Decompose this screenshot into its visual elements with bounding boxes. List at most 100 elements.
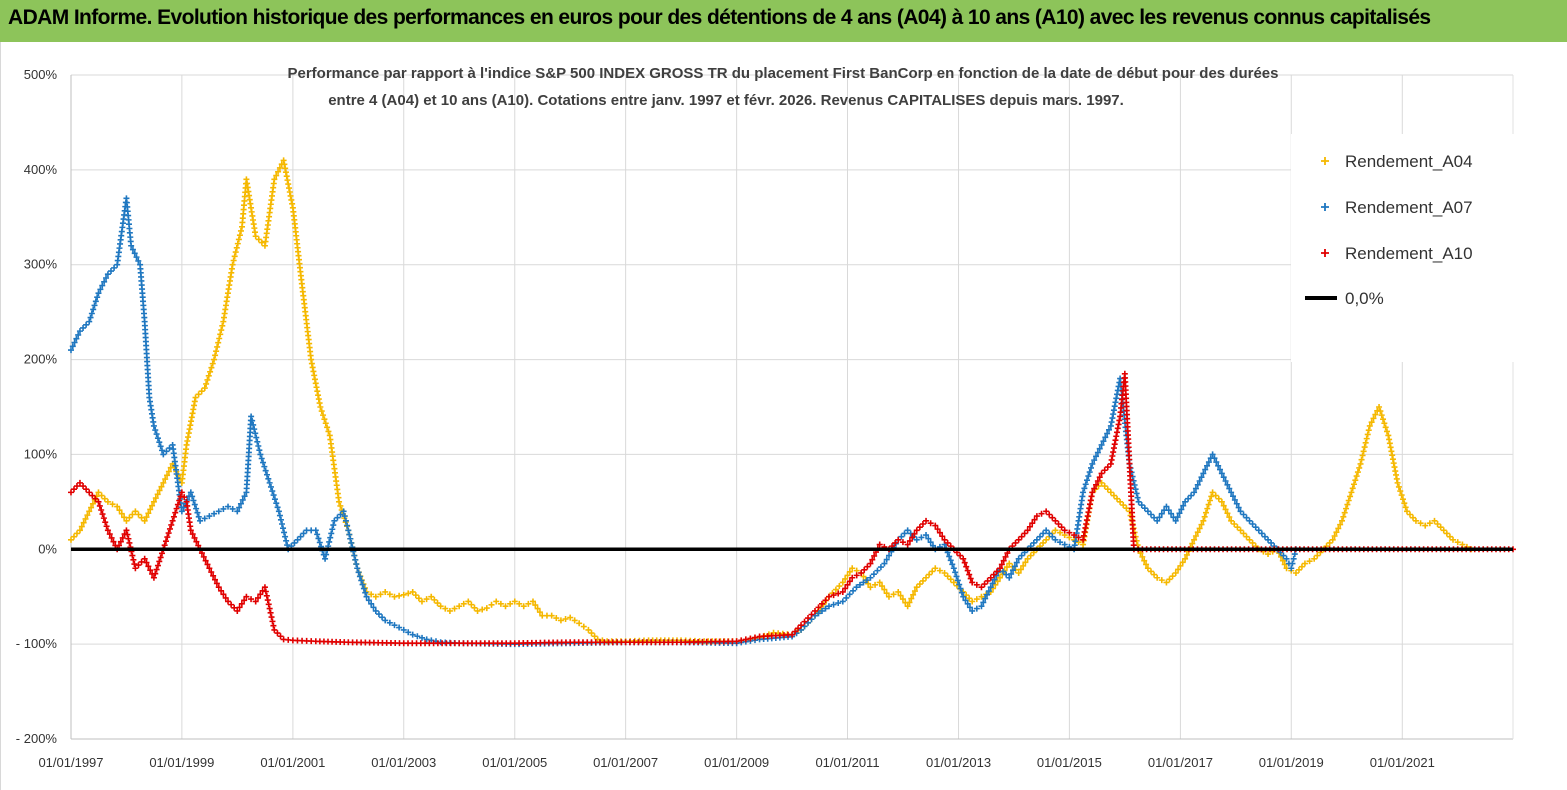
- rendement-a04-point: [969, 598, 976, 605]
- rendement-a10-point: [858, 570, 865, 576]
- rendement-a10-marker: [165, 530, 172, 537]
- rendement-a10-point: [1043, 508, 1050, 515]
- rendement-a07-marker: [1224, 481, 1231, 488]
- rendement-a07-marker: [254, 438, 261, 445]
- rendement-a07-marker: [958, 589, 965, 596]
- rendement-a10-marker: [73, 483, 80, 490]
- rendement-a07-marker: [386, 619, 393, 626]
- y-tick-label: 500%: [24, 67, 58, 82]
- rendement-a04-marker: [232, 249, 239, 256]
- rendement-a07-marker: [964, 600, 971, 607]
- rendement-a10-marker: [830, 592, 837, 599]
- rendement-a07-point: [1288, 565, 1295, 572]
- rendement-a04-series: [68, 157, 1475, 645]
- rendement-a10-marker: [795, 625, 802, 632]
- rendement-a04-marker: [1141, 557, 1148, 564]
- x-tick-label: 01/01/2007: [593, 755, 658, 770]
- rendement-a07-marker: [190, 497, 197, 504]
- rendement-a04-point: [372, 593, 379, 600]
- rendement-a07-point: [1228, 489, 1235, 496]
- rendement-a07-marker: [1220, 474, 1227, 481]
- rendement-a04-marker: [89, 500, 96, 507]
- rendement-a10-point: [969, 579, 976, 586]
- rendement-a04-marker: [1215, 495, 1222, 502]
- rendement-a07-marker: [1134, 494, 1141, 501]
- rendement-a10-marker: [131, 561, 138, 568]
- rendement-a04-point: [382, 588, 389, 595]
- rendement-a04-point: [68, 536, 74, 543]
- rendement-a04-point: [849, 565, 856, 572]
- rendement-a04-marker: [534, 605, 541, 612]
- rendement-a04-marker: [204, 376, 211, 383]
- rendement-a07-marker: [856, 581, 863, 588]
- rendement-a10-marker: [181, 494, 188, 501]
- rendement-a04-marker: [591, 633, 598, 640]
- rendement-a04-point: [123, 517, 130, 524]
- rendement-a04-marker: [149, 502, 156, 509]
- rendement-a07-marker: [1180, 502, 1187, 509]
- rendement-a07-point: [76, 328, 83, 335]
- rendement-a04-marker: [88, 504, 95, 511]
- rendement-a07-point: [128, 242, 135, 249]
- rendement-a10-point: [923, 517, 930, 524]
- rendement-a10-point: [86, 489, 93, 496]
- rendement-a07-marker: [1132, 486, 1139, 493]
- rendement-a04-marker: [897, 592, 904, 599]
- rendement-a07-marker: [80, 324, 87, 331]
- rendement-a04-point: [1117, 498, 1124, 505]
- rendement-a07-point: [1052, 536, 1059, 543]
- rendement-a07-marker: [1088, 464, 1094, 471]
- rendement-a10-marker: [130, 556, 137, 563]
- rendement-a04-marker: [1166, 576, 1173, 583]
- rendement-a04-marker: [910, 591, 917, 598]
- rendement-a07-marker: [989, 580, 996, 587]
- rendement-a04-point: [895, 588, 902, 595]
- rendement-a04-marker: [1123, 505, 1130, 512]
- rendement-a10-marker: [157, 554, 164, 561]
- rendement-a10-point: [798, 622, 805, 629]
- rendement-a10-marker: [164, 534, 171, 541]
- rendement-a04-marker: [1381, 420, 1388, 427]
- legend-marker-rendement-a07: [1321, 203, 1329, 211]
- rendement-a07-point: [839, 598, 846, 605]
- rendement-a07-marker: [278, 520, 285, 527]
- rendement-a04-marker: [580, 623, 587, 630]
- rendement-a07-marker: [877, 564, 884, 571]
- rendement-a04-marker: [73, 530, 80, 537]
- rendement-a04-marker: [1281, 561, 1288, 568]
- rendement-a07-marker: [351, 552, 358, 559]
- rendement-a04-marker: [1158, 577, 1165, 584]
- rendement-a04-point: [95, 489, 102, 496]
- rendement-a07-marker: [99, 282, 106, 289]
- rendement-a07-marker: [1141, 505, 1148, 512]
- rendement-a07-marker: [262, 467, 269, 474]
- rendement-a04-marker: [320, 412, 327, 419]
- rendement-a04-marker: [842, 575, 849, 582]
- rendement-a04-point: [913, 584, 920, 591]
- rendement-a04-marker: [213, 348, 220, 355]
- rendement-a10-marker: [218, 587, 225, 594]
- rendement-a04-marker: [143, 514, 150, 521]
- rendement-a04-marker: [233, 244, 240, 251]
- rendement-a07-marker: [87, 314, 94, 321]
- rendement-a10-marker: [967, 575, 974, 582]
- rendement-a04-marker: [195, 391, 202, 398]
- rendement-a07-marker: [101, 278, 108, 285]
- rendement-a07-point: [1089, 460, 1096, 467]
- rendement-a04-marker: [1104, 486, 1111, 493]
- rendement-a04-marker: [442, 605, 449, 612]
- rendement-a07-marker: [94, 294, 101, 301]
- rendement-a10-marker: [176, 497, 183, 504]
- rendement-a04-marker: [1204, 505, 1211, 512]
- rendement-a04-marker: [1454, 539, 1461, 546]
- rendement-a04-marker: [865, 580, 872, 587]
- rendement-a04-marker: [255, 236, 262, 243]
- rendement-a04-marker: [1175, 566, 1182, 573]
- rendement-a10-marker: [909, 534, 916, 541]
- rendement-a04-marker: [966, 595, 973, 602]
- rendement-a07-marker: [927, 539, 934, 546]
- rendement-a07-marker: [73, 335, 80, 342]
- rendement-a10-marker: [1049, 514, 1056, 521]
- rendement-a07-point: [86, 318, 93, 325]
- rendement-a07-marker: [362, 589, 369, 596]
